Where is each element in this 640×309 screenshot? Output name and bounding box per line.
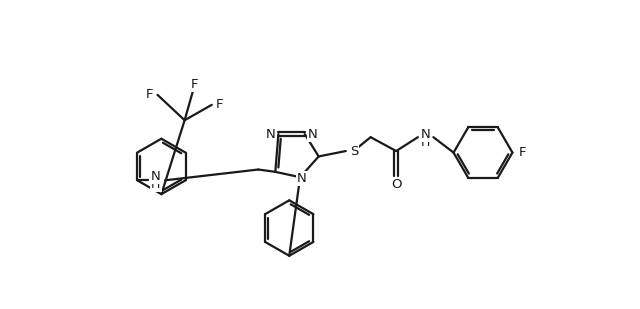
Text: N: N bbox=[420, 128, 431, 142]
Text: S: S bbox=[349, 145, 358, 158]
Text: H: H bbox=[421, 136, 430, 149]
Text: H: H bbox=[151, 178, 161, 191]
Text: N: N bbox=[266, 128, 275, 141]
Text: F: F bbox=[216, 98, 223, 111]
Text: F: F bbox=[518, 146, 526, 159]
Text: N: N bbox=[308, 128, 317, 141]
Text: O: O bbox=[391, 178, 401, 191]
Text: F: F bbox=[191, 78, 198, 91]
Text: F: F bbox=[146, 88, 154, 101]
Text: N: N bbox=[297, 172, 307, 185]
Text: N: N bbox=[151, 170, 161, 183]
